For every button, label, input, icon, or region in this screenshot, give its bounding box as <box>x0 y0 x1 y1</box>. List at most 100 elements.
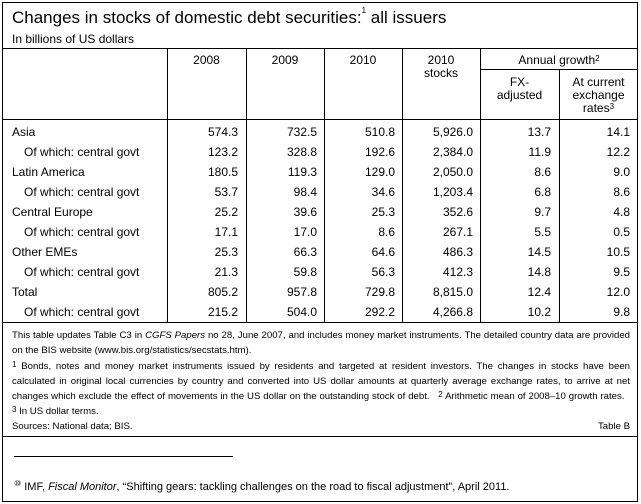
cell-value: 328.8 <box>286 145 317 159</box>
cell-value: 21.3 <box>214 265 238 279</box>
cell-value: 5.5 <box>534 225 551 239</box>
cell-value: 53.7 <box>214 185 238 199</box>
footnote-rule <box>14 456 233 457</box>
table-title: Changes in stocks of domestic debt secur… <box>12 6 447 28</box>
cell-value: 0.5 <box>613 225 630 239</box>
sources: Sources: National data; BIS. <box>12 421 133 432</box>
cell-value: 25.3 <box>371 205 395 219</box>
row-label: Asia <box>12 125 36 139</box>
header-line: exchange <box>572 88 625 102</box>
cell-value: 180.5 <box>207 165 238 179</box>
footnote-marker: 3 <box>12 405 17 414</box>
title-tail: all issuers <box>366 8 447 27</box>
cell-value: 10.2 <box>527 305 551 319</box>
table-row: Central Europe 25.2 39.6 25.3 352.6 9.7 4.8 <box>0 205 641 225</box>
header-fx-adjusted: FX-adjusted <box>480 76 559 102</box>
divider <box>2 322 638 323</box>
divider <box>2 436 638 437</box>
cell-value: 2,050.0 <box>432 165 473 179</box>
page-footnote: ⑩ IMF, Fiscal Monitor, “Shifting gears: … <box>14 479 510 493</box>
row-label: Other EMEs <box>12 245 78 259</box>
cell-value: 267.1 <box>442 225 473 239</box>
cell-value: 729.8 <box>364 285 395 299</box>
cell-value: 215.2 <box>207 305 238 319</box>
cell-value: 504.0 <box>286 305 317 319</box>
table-subtitle: In billions of US dollars <box>12 32 135 46</box>
table-row: Of which: central govt 53.7 98.4 34.6 1,203.… <box>0 185 641 205</box>
header-current-rates: At current exchange rates3 <box>559 76 638 115</box>
header-2010: 2010 <box>349 53 377 67</box>
cell-value: 2,384.0 <box>432 145 473 159</box>
footnote-text: In US dollar terms. <box>16 406 99 417</box>
cell-value: 957.8 <box>286 285 317 299</box>
cell-value: 39.6 <box>293 205 317 219</box>
cell-value: 11.9 <box>528 145 551 159</box>
header-line: rates3 <box>559 102 638 115</box>
cell-value: 486.3 <box>442 245 473 259</box>
cell-value: 56.3 <box>371 265 395 279</box>
row-label: Of which: central govt <box>24 265 140 279</box>
divider <box>2 48 638 49</box>
cell-value: 192.6 <box>364 145 395 159</box>
row-label: Of which: central govt <box>24 145 140 159</box>
cell-value: 1,203.4 <box>432 185 473 199</box>
cell-value: 10.5 <box>606 245 630 259</box>
footnote-marker: 2 <box>595 54 600 63</box>
cell-value: 9.0 <box>613 165 630 179</box>
table-row: Of which: central govt 21.3 59.8 56.3 412.3 1… <box>0 265 641 285</box>
header-text: rates <box>582 101 610 115</box>
cell-value: 123.2 <box>207 145 238 159</box>
cell-value: 8.6 <box>378 225 395 239</box>
cell-value: 510.8 <box>364 125 395 139</box>
row-label: Of which: central govt <box>24 185 140 199</box>
cell-value: 25.3 <box>214 245 238 259</box>
cell-value: 352.6 <box>442 205 473 219</box>
table-row: Total 805.2 957.8 729.8 8,815.0 12.4 12.0 <box>0 285 641 305</box>
col-divider <box>402 48 403 322</box>
cell-value: 5,926.0 <box>432 125 473 139</box>
footnote-text: , “Shifting gears: tackling challenges o… <box>116 481 510 493</box>
col-divider <box>167 48 168 322</box>
cell-value: 13.7 <box>527 125 551 139</box>
cell-value: 66.3 <box>293 245 317 259</box>
footnote-text: Bonds, notes and money market instrument… <box>12 361 630 402</box>
footnote-marker: 2 <box>438 390 443 399</box>
cell-value: 59.8 <box>293 265 317 279</box>
cell-value: 8.6 <box>534 165 551 179</box>
footnote-marker: 3 <box>609 102 615 111</box>
cell-value: 14.1 <box>606 125 630 139</box>
header-2010-stocks: 2010 stocks <box>402 54 480 80</box>
table-id: Table B <box>598 421 630 432</box>
row-label: Total <box>12 285 38 299</box>
col-divider <box>246 48 247 322</box>
table-row: Other EMEs 25.3 66.3 64.6 486.3 14.5 10.5 <box>0 245 641 265</box>
cell-value: 574.3 <box>207 125 238 139</box>
table-note: This table updates Table C3 in CGFS Pape… <box>12 328 630 358</box>
header-line: 2010 <box>427 53 455 67</box>
title-text: Changes in stocks of domestic debt secur… <box>12 8 362 27</box>
cell-value: 12.4 <box>527 285 551 299</box>
table-row: Latin America 180.5 119.3 129.0 2,050.0 8.6 9.… <box>0 165 641 185</box>
cell-value: 12.2 <box>606 145 630 159</box>
footnote-text: IMF, <box>21 481 49 493</box>
cell-value: 64.6 <box>371 245 395 259</box>
cell-value: 8.6 <box>613 185 630 199</box>
cell-value: 4.8 <box>613 205 630 219</box>
cell-value: 25.2 <box>214 205 238 219</box>
table-row: Of which: central govt 215.2 504.0 292.2 4,2… <box>0 305 641 325</box>
row-label: Latin America <box>12 165 85 179</box>
cell-value: 8,815.0 <box>432 285 473 299</box>
cell-value: 6.8 <box>534 185 551 199</box>
row-label: Of which: central govt <box>24 305 140 319</box>
cell-value: 129.0 <box>364 165 395 179</box>
cell-value: 119.3 <box>287 165 317 179</box>
footnotes: 1 Bonds, notes and money market instrume… <box>12 359 630 419</box>
header-annual-growth: Annual growth2 <box>480 54 638 67</box>
cell-value: 14.5 <box>527 245 551 259</box>
table-row: Asia 574.3 732.5 510.8 5,926.0 13.7 14.1 <box>0 125 641 145</box>
header-2008: 2008 <box>193 53 220 67</box>
cell-value: 14.8 <box>527 265 551 279</box>
cell-value: 98.4 <box>293 185 317 199</box>
cell-value: 12.0 <box>606 285 630 299</box>
